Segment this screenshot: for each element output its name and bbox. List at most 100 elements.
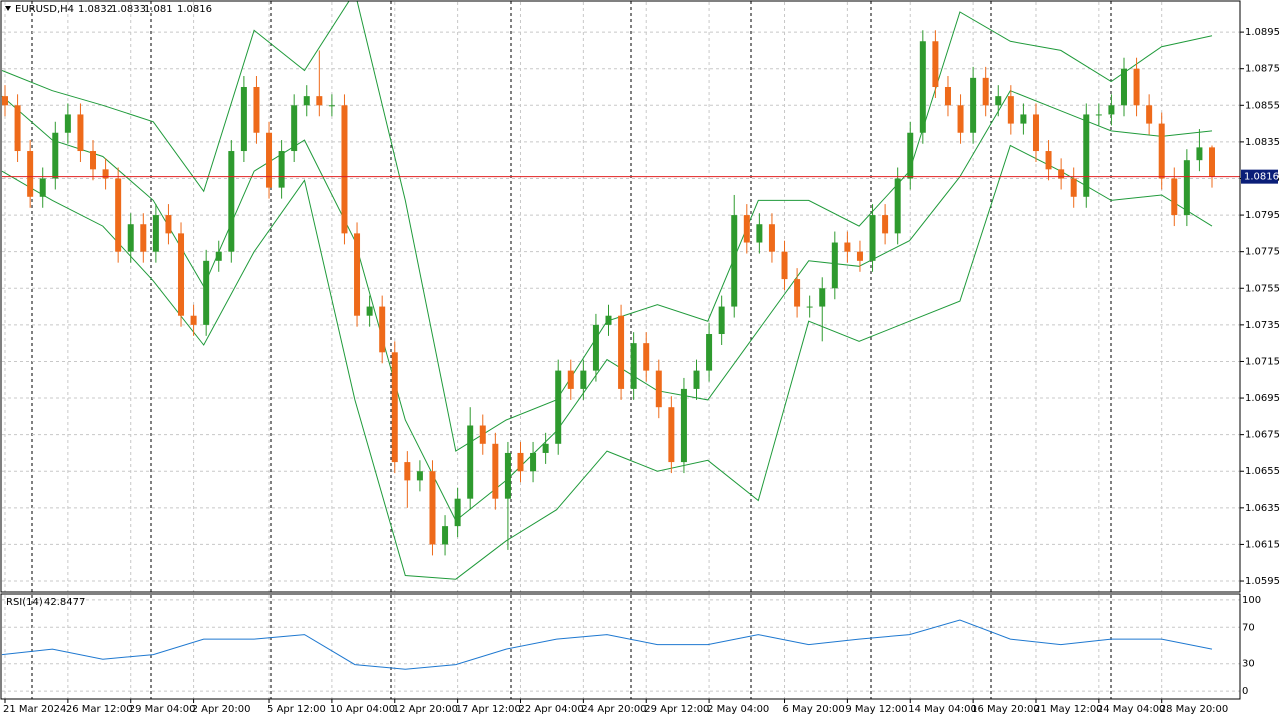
- candle-body: [467, 425, 474, 499]
- candle-body: [429, 471, 436, 545]
- candle-body: [115, 178, 122, 252]
- candle-body: [1171, 178, 1178, 216]
- candle-body: [1045, 151, 1052, 170]
- x-tick-label: 17 Apr 12:00: [456, 704, 521, 715]
- bollinger-band: [1, 144, 1213, 580]
- x-tick-label: 2 May 04:00: [707, 704, 769, 715]
- y-tick-label: 1.0895: [1245, 27, 1280, 38]
- y-tick-label: 1.0835: [1245, 137, 1280, 148]
- y-tick-label: 1.0675: [1245, 430, 1280, 441]
- candle-body: [668, 407, 675, 463]
- candle-body: [592, 324, 599, 371]
- candle-body: [693, 370, 700, 389]
- candle-body: [328, 105, 335, 107]
- x-tick-label: 14 May 04:00: [908, 704, 977, 715]
- x-tick-label: 24 May 04:00: [1097, 704, 1166, 715]
- candle-body: [240, 86, 247, 152]
- candle-body: [291, 105, 298, 152]
- candle-body: [957, 105, 964, 133]
- symbol-label: EURUSD,H4: [15, 4, 74, 15]
- x-tick-label: 28 May 20:00: [1160, 704, 1229, 715]
- candle-body: [618, 315, 625, 389]
- candle-body: [165, 215, 172, 234]
- candle-body: [1020, 114, 1027, 124]
- candle-body: [416, 471, 423, 481]
- rsi-label: RSI(14): [6, 597, 43, 608]
- x-tick-label: 29 Apr 12:00: [644, 704, 709, 715]
- x-tick-label: 16 May 20:00: [971, 704, 1040, 715]
- header-close: 1.0816: [177, 4, 212, 15]
- candle-body: [303, 96, 310, 106]
- candle-body: [567, 370, 574, 389]
- candle-body: [1070, 178, 1077, 197]
- x-tick-label: 22 Apr 04:00: [518, 704, 583, 715]
- candle-body: [530, 452, 537, 472]
- candle-body: [442, 526, 449, 545]
- candle-body: [354, 233, 361, 316]
- x-tick-label: 26 Mar 12:00: [66, 704, 133, 715]
- candle-body: [768, 224, 775, 252]
- candle-body: [982, 77, 989, 106]
- candle-body: [1158, 123, 1165, 179]
- candle-body: [366, 306, 373, 316]
- header-low: 1.081: [144, 4, 173, 15]
- candle-body: [1209, 147, 1215, 177]
- candle-body: [39, 178, 46, 197]
- candle-body: [102, 169, 109, 179]
- x-tick-label: 29 Mar 04:00: [129, 704, 196, 715]
- candle-body: [479, 425, 486, 444]
- candle-body: [731, 215, 738, 307]
- candle-body: [492, 443, 499, 499]
- rsi-tick-label: 0: [1242, 686, 1248, 697]
- candle-body: [152, 215, 159, 252]
- candle-body: [127, 224, 134, 252]
- candle-body: [52, 132, 59, 179]
- y-tick-label: 1.0715: [1245, 356, 1280, 367]
- rsi-value: 42.8477: [44, 597, 85, 608]
- candle-body: [278, 151, 285, 188]
- candle-body: [77, 114, 84, 152]
- candle-body: [379, 306, 386, 353]
- collapse-icon[interactable]: [5, 6, 11, 11]
- candle-body: [1196, 147, 1203, 161]
- candle-body: [680, 388, 687, 463]
- x-tick-label: 2 Apr 20:00: [192, 704, 251, 715]
- x-tick-label: 12 Apr 20:00: [393, 704, 458, 715]
- candle-body: [27, 151, 34, 197]
- candle-body: [64, 114, 71, 133]
- rsi-line: [1, 619, 1213, 670]
- rsi-tick-label: 100: [1242, 595, 1261, 606]
- candle-body: [1007, 96, 1014, 124]
- x-tick-label: 9 May 12:00: [845, 704, 907, 715]
- rsi-frame: [0, 593, 1241, 700]
- y-tick-label: 1.0695: [1245, 393, 1280, 404]
- header-open: 1.0832: [78, 4, 113, 15]
- candle-body: [504, 452, 511, 499]
- candle-body: [1058, 169, 1065, 179]
- y-tick-label: 1.0795: [1245, 210, 1280, 221]
- candle-body: [228, 151, 235, 252]
- y-tick-label: 1.0855: [1245, 100, 1280, 111]
- candle-body: [1108, 105, 1115, 115]
- y-tick-label: 1.0755: [1245, 283, 1280, 294]
- header-high: 1.0833: [111, 4, 146, 15]
- candle-body: [605, 315, 612, 325]
- rsi-tick-label: 70: [1242, 622, 1255, 633]
- candle-body: [190, 315, 197, 325]
- candle-body: [970, 77, 977, 133]
- x-tick-label: 5 Apr 12:00: [267, 704, 326, 715]
- candle-body: [655, 370, 662, 408]
- candle-body: [743, 215, 750, 243]
- y-tick-label: 1.0875: [1245, 64, 1280, 75]
- candle-body: [90, 151, 97, 170]
- candle-body: [454, 498, 461, 527]
- candle-body: [995, 96, 1002, 106]
- candle-body: [944, 86, 951, 106]
- candle-body: [919, 41, 926, 133]
- candle-body: [643, 343, 650, 371]
- x-tick-label: 6 May 20:00: [783, 704, 845, 715]
- candle-body: [932, 41, 939, 87]
- candle-body: [806, 306, 813, 308]
- candle-body: [1133, 68, 1140, 106]
